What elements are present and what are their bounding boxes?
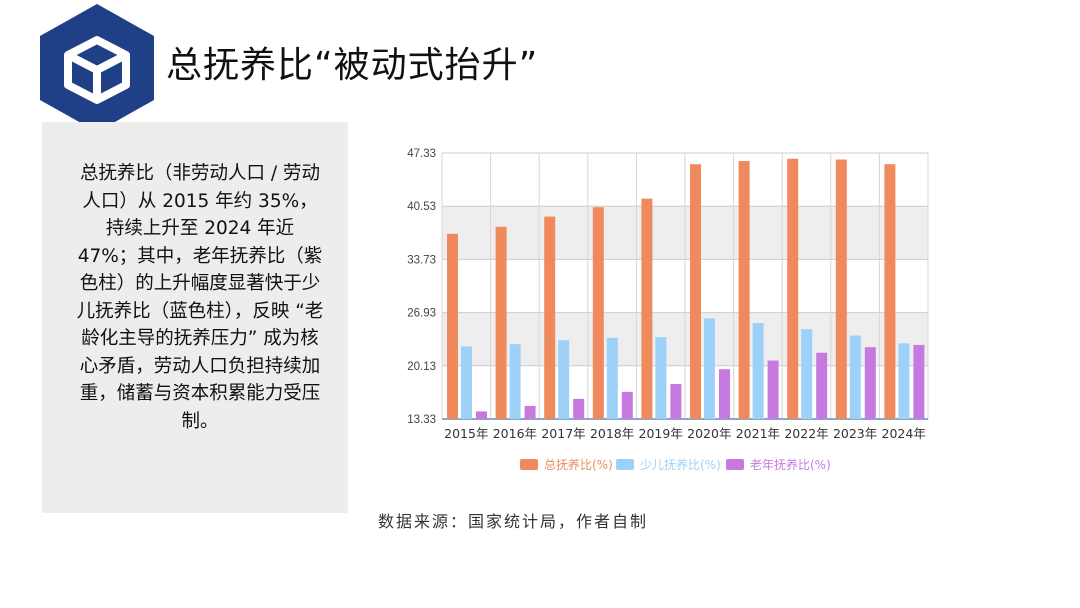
bar-2-2016年	[509, 344, 521, 419]
y-tick-label: 26.93	[407, 308, 436, 320]
y-tick-label: 40.53	[407, 201, 436, 213]
x-tick-label: 2020年	[687, 426, 731, 441]
bar-3-2023年	[864, 347, 876, 419]
cube-icon	[64, 36, 130, 104]
x-tick-label: 2017年	[541, 426, 585, 441]
x-tick-label: 2023年	[833, 426, 877, 441]
bar-2-2019年	[655, 337, 667, 419]
bar-1-2018年	[592, 207, 604, 419]
bar-1-2016年	[495, 226, 507, 419]
x-tick-label: 2022年	[784, 426, 828, 441]
bar-2-2021年	[752, 323, 764, 419]
bar-2-2023年	[849, 335, 861, 419]
bar-2-2022年	[801, 329, 813, 419]
legend-swatch	[616, 459, 634, 470]
bar-3-2016年	[524, 405, 536, 419]
legend-label: 老年抚养比(%)	[750, 457, 831, 472]
bar-3-2024年	[913, 344, 925, 419]
bar-3-2019年	[670, 384, 682, 419]
x-tick-label: 2019年	[639, 426, 683, 441]
legend-swatch	[520, 459, 538, 470]
source-note: 数据来源：国家统计局，作者自制	[378, 512, 649, 531]
bar-3-2021年	[767, 360, 779, 419]
description-panel: 总抚养比（非劳动人口 / 劳动人口）从 2015 年约 35%，持续上升至 20…	[42, 122, 348, 513]
bar-1-2023年	[835, 159, 847, 419]
page-title: 总抚养比“被动式抬升”	[166, 45, 539, 86]
bar-3-2015年	[476, 411, 487, 419]
y-tick-label: 47.33	[407, 148, 436, 160]
bar-1-2020年	[690, 164, 701, 419]
x-tick-label: 2024年	[882, 426, 926, 441]
dependency-ratio-chart: 13.33 20.13 26.93 33.73 40.53 47.33 2015年 2016年…	[407, 148, 929, 472]
legend-label: 少儿抚养比(%)	[640, 457, 721, 472]
bar-1-2024年	[884, 164, 896, 419]
bar-3-2020年	[719, 369, 730, 419]
bar-1-2015年	[447, 233, 458, 419]
bar-2-2015年	[461, 346, 472, 419]
bar-2-2017年	[558, 340, 570, 419]
legend-swatch	[726, 459, 744, 470]
y-tick-label: 33.73	[407, 254, 436, 266]
bar-1-2021年	[738, 161, 750, 419]
x-tick-label: 2021年	[736, 426, 780, 441]
x-tick-label: 2015年	[444, 426, 488, 441]
bar-2-2024年	[898, 343, 910, 419]
bar-2-2020年	[704, 318, 715, 419]
bar-1-2017年	[544, 216, 556, 419]
bar-2-2018年	[606, 337, 618, 419]
legend-label: 总抚养比(%)	[544, 457, 613, 472]
y-tick-label: 13.33	[407, 414, 436, 426]
x-tick-label: 2018年	[590, 426, 634, 441]
bar-3-2017年	[573, 398, 585, 419]
x-tick-label: 2016年	[493, 426, 537, 441]
y-tick-label: 20.13	[407, 361, 436, 373]
description-text: 总抚养比（非劳动人口 / 劳动人口）从 2015 年约 35%，持续上升至 20…	[76, 163, 324, 432]
bar-1-2019年	[641, 198, 653, 419]
hexagon-badge	[40, 4, 154, 132]
bar-3-2018年	[621, 391, 633, 419]
bar-3-2022年	[816, 352, 828, 419]
bar-1-2022年	[787, 158, 799, 419]
